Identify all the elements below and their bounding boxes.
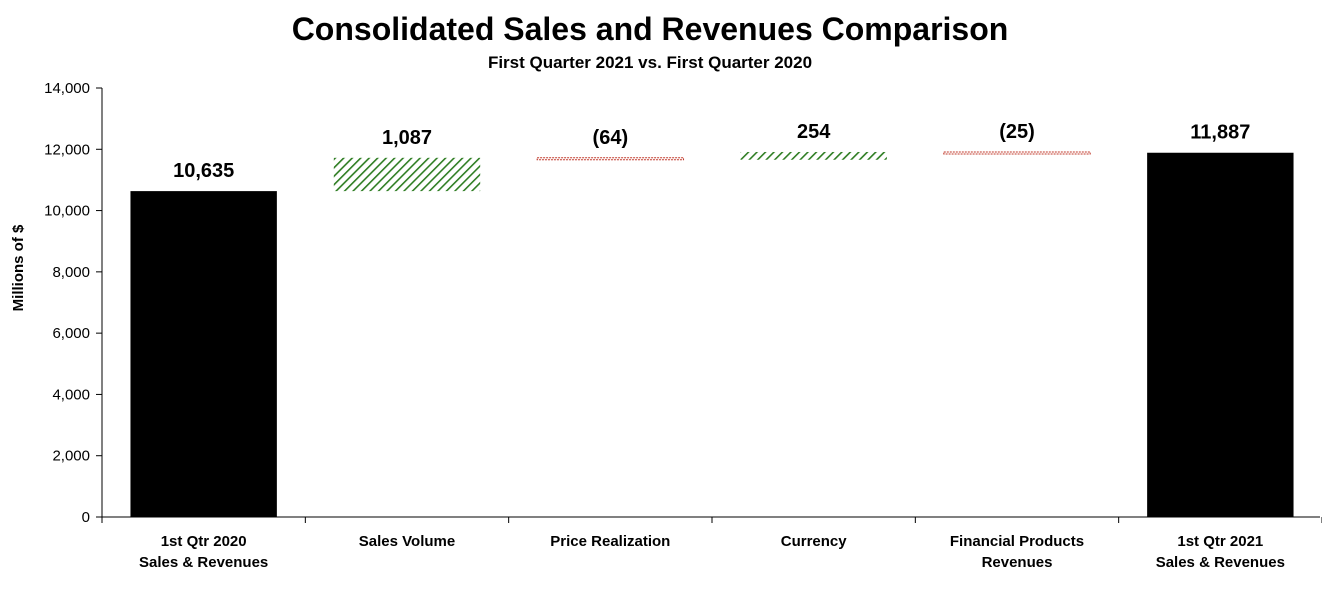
y-tick-label: 0: [82, 509, 90, 526]
data-labels: 10,635 1,087 (64) 254 (25) 11,887: [173, 121, 1250, 182]
x-tick-label: Sales Volume: [359, 533, 455, 550]
data-label: 254: [797, 121, 831, 143]
y-tick-label: 2,000: [52, 448, 90, 465]
y-tick-label: 6,000: [52, 325, 90, 342]
bar-decrease: [943, 151, 1091, 155]
y-tick-label: 12,000: [44, 141, 90, 158]
chart-title: Consolidated Sales and Revenues Comparis…: [292, 11, 1009, 47]
data-label: (64): [593, 127, 629, 149]
bar-total: [1147, 152, 1294, 517]
bar-total: [130, 191, 277, 517]
data-label: 1,087: [382, 127, 432, 149]
axes: 0 2,000 4,000 6,000 8,000 10,000 12,000 14,000 1…: [44, 80, 1322, 571]
x-tick-label: Financial Products Revenues: [950, 533, 1084, 571]
x-tick-label: 1st Qtr 2020 Sales & Revenues: [139, 533, 268, 571]
data-label: 11,887: [1190, 122, 1250, 144]
y-tick-label: 8,000: [52, 264, 90, 281]
x-tick-label: Currency: [781, 533, 848, 550]
bar-increase: [333, 157, 481, 192]
bars: [130, 151, 1294, 517]
y-tick-label: 10,000: [44, 203, 90, 220]
data-label: (25): [999, 121, 1035, 143]
y-tick-label: 4,000: [52, 386, 90, 403]
x-tick-label: 1st Qtr 2021 Sales & Revenues: [1156, 533, 1285, 571]
chart-subtitle: First Quarter 2021 vs. First Quarter 202…: [488, 53, 812, 72]
bar-decrease: [536, 157, 685, 161]
y-tick-label: 14,000: [44, 80, 90, 97]
bar-increase: [740, 151, 887, 160]
data-label: 10,635: [173, 160, 234, 182]
y-axis-label: Millions of $: [10, 224, 27, 311]
x-tick-label: Price Realization: [550, 533, 670, 550]
